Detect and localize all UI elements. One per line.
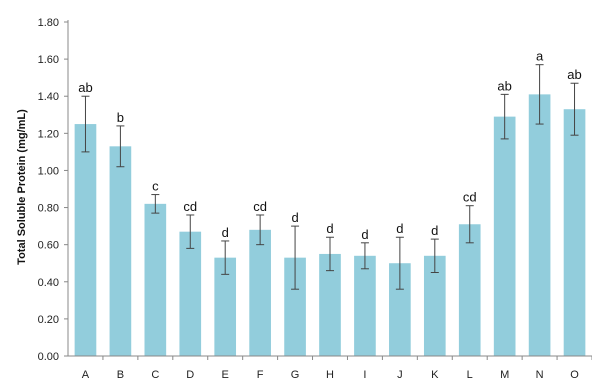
bar <box>144 203 167 356</box>
bar <box>284 257 306 356</box>
x-tick-label: E <box>222 369 229 381</box>
y-tick-label: 1.00 <box>38 165 59 177</box>
bar <box>563 109 586 356</box>
bar <box>74 124 97 356</box>
significance-label: cd <box>463 190 477 205</box>
bar <box>109 146 132 356</box>
bar <box>249 229 271 356</box>
error-bars <box>81 64 579 290</box>
significance-label: ab <box>78 80 92 95</box>
bar <box>214 257 237 356</box>
y-tick-label: 1.40 <box>38 91 59 103</box>
bars <box>74 94 586 356</box>
x-tick-label: A <box>82 369 90 381</box>
x-tick-label: D <box>186 369 194 381</box>
significance-label: d <box>326 221 333 236</box>
x-tick-label: B <box>117 369 124 381</box>
significance-label: d <box>396 221 403 236</box>
significance-labels: ab b c cd d cd d d d d d cd ab a ab <box>78 49 582 242</box>
x-tick-label: N <box>536 369 544 381</box>
bar <box>179 231 202 356</box>
significance-label: cd <box>183 199 197 214</box>
x-tick-label: I <box>363 369 366 381</box>
y-tick-label: 0.80 <box>38 203 59 215</box>
significance-label: c <box>152 179 159 194</box>
significance-label: ab <box>567 67 581 82</box>
x-tick-label: L <box>467 369 473 381</box>
significance-label: b <box>117 110 124 125</box>
significance-label: ab <box>497 78 511 93</box>
y-tick-label: 0.20 <box>38 314 59 326</box>
significance-label: cd <box>253 199 267 214</box>
significance-label: a <box>536 49 544 64</box>
x-axis: A B C D E F G H I J K L M N O <box>68 355 592 381</box>
x-tick-label: M <box>500 369 509 381</box>
significance-label: d <box>291 210 298 225</box>
bar <box>319 253 341 356</box>
bar <box>528 94 551 356</box>
x-tick-label: O <box>570 369 579 381</box>
bar <box>493 116 516 356</box>
y-axis: 0.00 0.20 0.40 0.60 0.80 1.00 1.20 1.40 1.60 1.80 <box>38 17 69 363</box>
y-tick-label: 1.80 <box>38 17 59 29</box>
significance-label: d <box>222 225 229 240</box>
y-tick-label: 0.40 <box>38 277 59 289</box>
x-tick-label: J <box>397 369 403 381</box>
significance-label: d <box>431 223 438 238</box>
bar <box>354 255 376 356</box>
bar <box>423 255 446 356</box>
bar <box>389 263 411 356</box>
x-tick-label: F <box>257 369 264 381</box>
y-tick-label: 0.00 <box>38 351 59 363</box>
x-tick-label: K <box>431 369 439 381</box>
y-tick-label: 1.60 <box>38 54 59 66</box>
bar <box>458 224 481 356</box>
y-tick-label: 0.60 <box>38 240 59 252</box>
significance-label: d <box>361 227 368 242</box>
x-tick-label: H <box>326 369 334 381</box>
x-tick-label: C <box>151 369 159 381</box>
y-axis-label: Total Soluble Protein (mg/mL) <box>16 109 28 265</box>
x-tick-label: G <box>291 369 300 381</box>
y-tick-label: 1.20 <box>38 128 59 140</box>
